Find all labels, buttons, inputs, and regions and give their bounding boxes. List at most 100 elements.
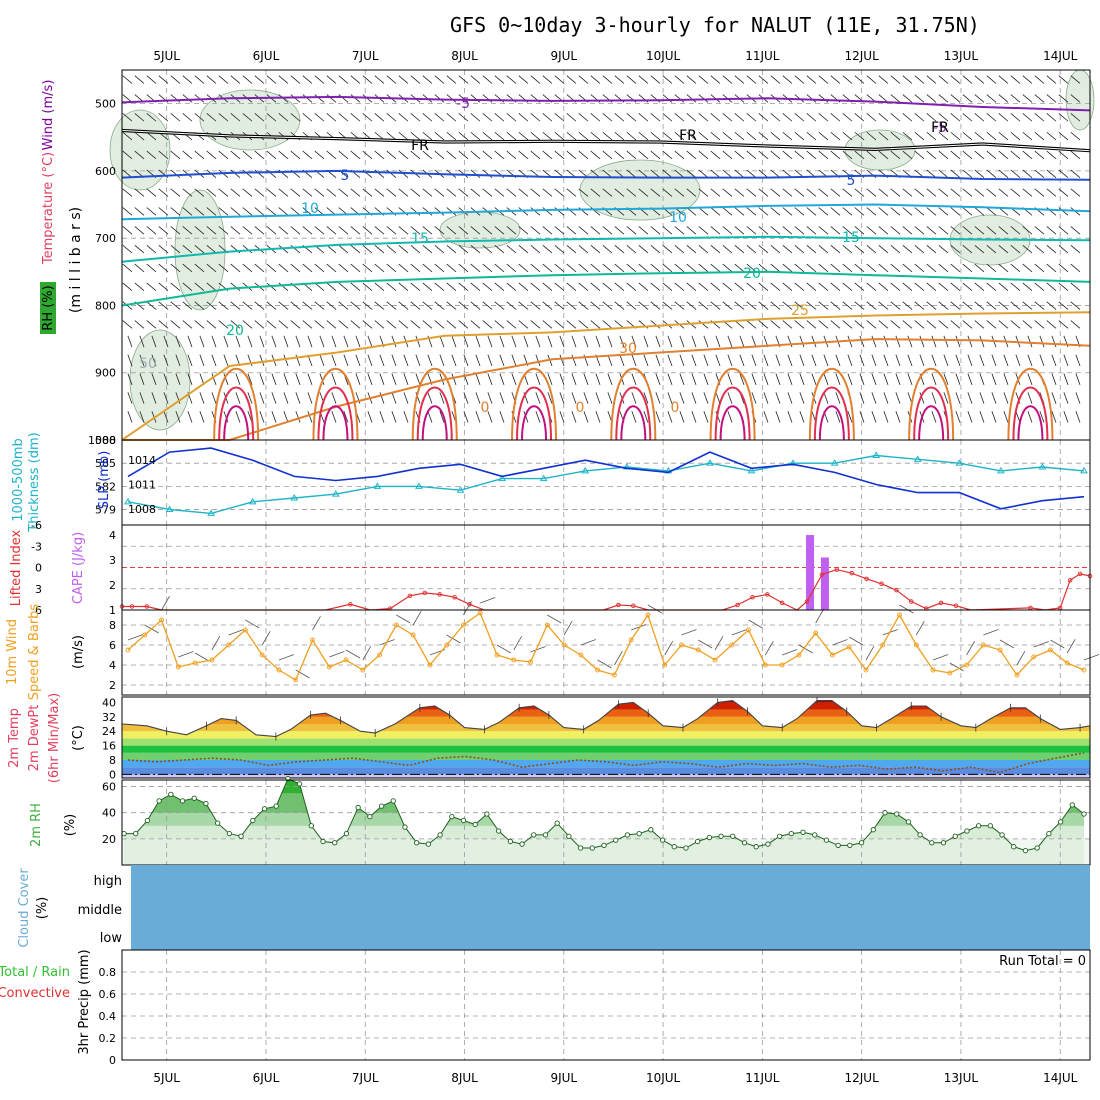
wind-barb: [931, 354, 937, 367]
rh-point: [706, 834, 713, 841]
wind-barb: [962, 94, 973, 103]
wind-barb: [811, 335, 817, 348]
wind-barb: [602, 150, 613, 160]
wind-barb: [331, 373, 337, 385]
wind-barb: [182, 113, 193, 122]
wind-barb: [770, 150, 781, 160]
wind-barb: [367, 373, 373, 385]
wind-barb: [518, 263, 529, 273]
wind-barb: [470, 282, 481, 291]
wind-barb: [734, 226, 745, 235]
wind-barb: [751, 392, 757, 404]
wind10-barb: [798, 644, 813, 654]
rh-point: [1057, 819, 1064, 825]
wind-barb: [470, 188, 481, 197]
wind-barb: [938, 188, 949, 197]
wind-barb: [458, 282, 469, 291]
wind-barb: [986, 226, 997, 235]
wind-barb: [806, 207, 817, 216]
wind-barb: [1058, 301, 1069, 310]
wind-barb: [398, 320, 409, 329]
wind-barb: [770, 244, 781, 254]
rh-shade-area: [109, 109, 171, 191]
wind-barb: [751, 373, 757, 385]
wind-barb: [854, 207, 865, 216]
wind-barb: [854, 282, 865, 291]
wind-barb: [614, 188, 625, 197]
wind-barb: [242, 263, 253, 273]
wind-barb: [530, 244, 541, 254]
rh-point: [847, 842, 853, 849]
wind-barb: [398, 244, 409, 254]
wind-barb: [386, 75, 397, 84]
wind10-point: [930, 667, 936, 673]
thickness-point: [581, 466, 590, 474]
wind-barb: [727, 411, 733, 423]
wind-barb: [914, 113, 925, 122]
wind-barb: [470, 131, 481, 141]
wind-barb: [391, 373, 397, 385]
rh-axis-title: RH (%): [41, 285, 56, 330]
rh-point: [894, 811, 900, 817]
wind-barb: [542, 150, 553, 160]
pressure-tick-label: 700: [95, 232, 116, 245]
wind-barb: [1034, 169, 1045, 178]
wind-barb: [170, 113, 181, 122]
wind-barb: [602, 320, 613, 329]
wind-barb: [734, 301, 745, 310]
temp-tick-label: 40: [102, 696, 116, 709]
wind-barb: [446, 150, 457, 160]
wind-barb: [974, 320, 985, 329]
wind-barb: [482, 263, 493, 273]
wind-barb: [614, 301, 625, 310]
wind-barb: [170, 282, 181, 291]
wind-barb: [926, 263, 937, 273]
wind-barb: [799, 392, 805, 404]
wind-barb: [758, 282, 769, 291]
wind-barb: [938, 244, 949, 254]
wind-barb: [583, 411, 589, 423]
wind-barb: [799, 335, 805, 348]
wind-barb: [482, 226, 493, 235]
wind-barb: [818, 263, 829, 273]
wind-barb: [655, 354, 661, 367]
wind-barb: [434, 75, 445, 84]
wind-barb: [866, 282, 877, 291]
rh-point: [800, 829, 806, 835]
wind-barb: [542, 282, 553, 291]
wind-barb: [482, 188, 493, 197]
wind-barb: [206, 263, 217, 273]
wind-barb: [703, 354, 709, 367]
wind-barb: [206, 282, 217, 291]
wind10-barb: [1050, 639, 1065, 649]
wind-barb: [146, 207, 157, 216]
rh-point: [964, 828, 970, 834]
wind-barb: [403, 411, 409, 423]
wind-barb: [422, 131, 433, 141]
wind-barb: [926, 150, 937, 160]
wind-barb: [175, 354, 181, 367]
wind-barb: [218, 226, 229, 235]
wind-barb: [938, 150, 949, 160]
wind-barb: [866, 244, 877, 254]
surface-warm-cell: [620, 405, 647, 441]
wind10-point: [528, 659, 533, 665]
wind-barb: [482, 301, 493, 310]
wind-barb: [614, 263, 625, 273]
wind-barb: [950, 131, 961, 141]
wind-barb: [811, 354, 817, 367]
wind10-barb: [329, 651, 345, 658]
wind10-point: [913, 642, 919, 648]
rh-point: [718, 833, 724, 839]
wind-barb: [859, 354, 865, 367]
wind-barb: [254, 113, 265, 122]
wind-barb: [499, 392, 505, 404]
isotherm-15: [121, 235, 1091, 263]
wind10-unit-label: (m/s): [71, 635, 86, 669]
wind-barb: [1034, 131, 1045, 141]
wind10-point: [1048, 647, 1053, 653]
lifted-index-point: [452, 595, 457, 600]
wind10-point: [695, 647, 701, 653]
wind-barb: [259, 392, 265, 404]
wind-barb: [242, 75, 253, 84]
